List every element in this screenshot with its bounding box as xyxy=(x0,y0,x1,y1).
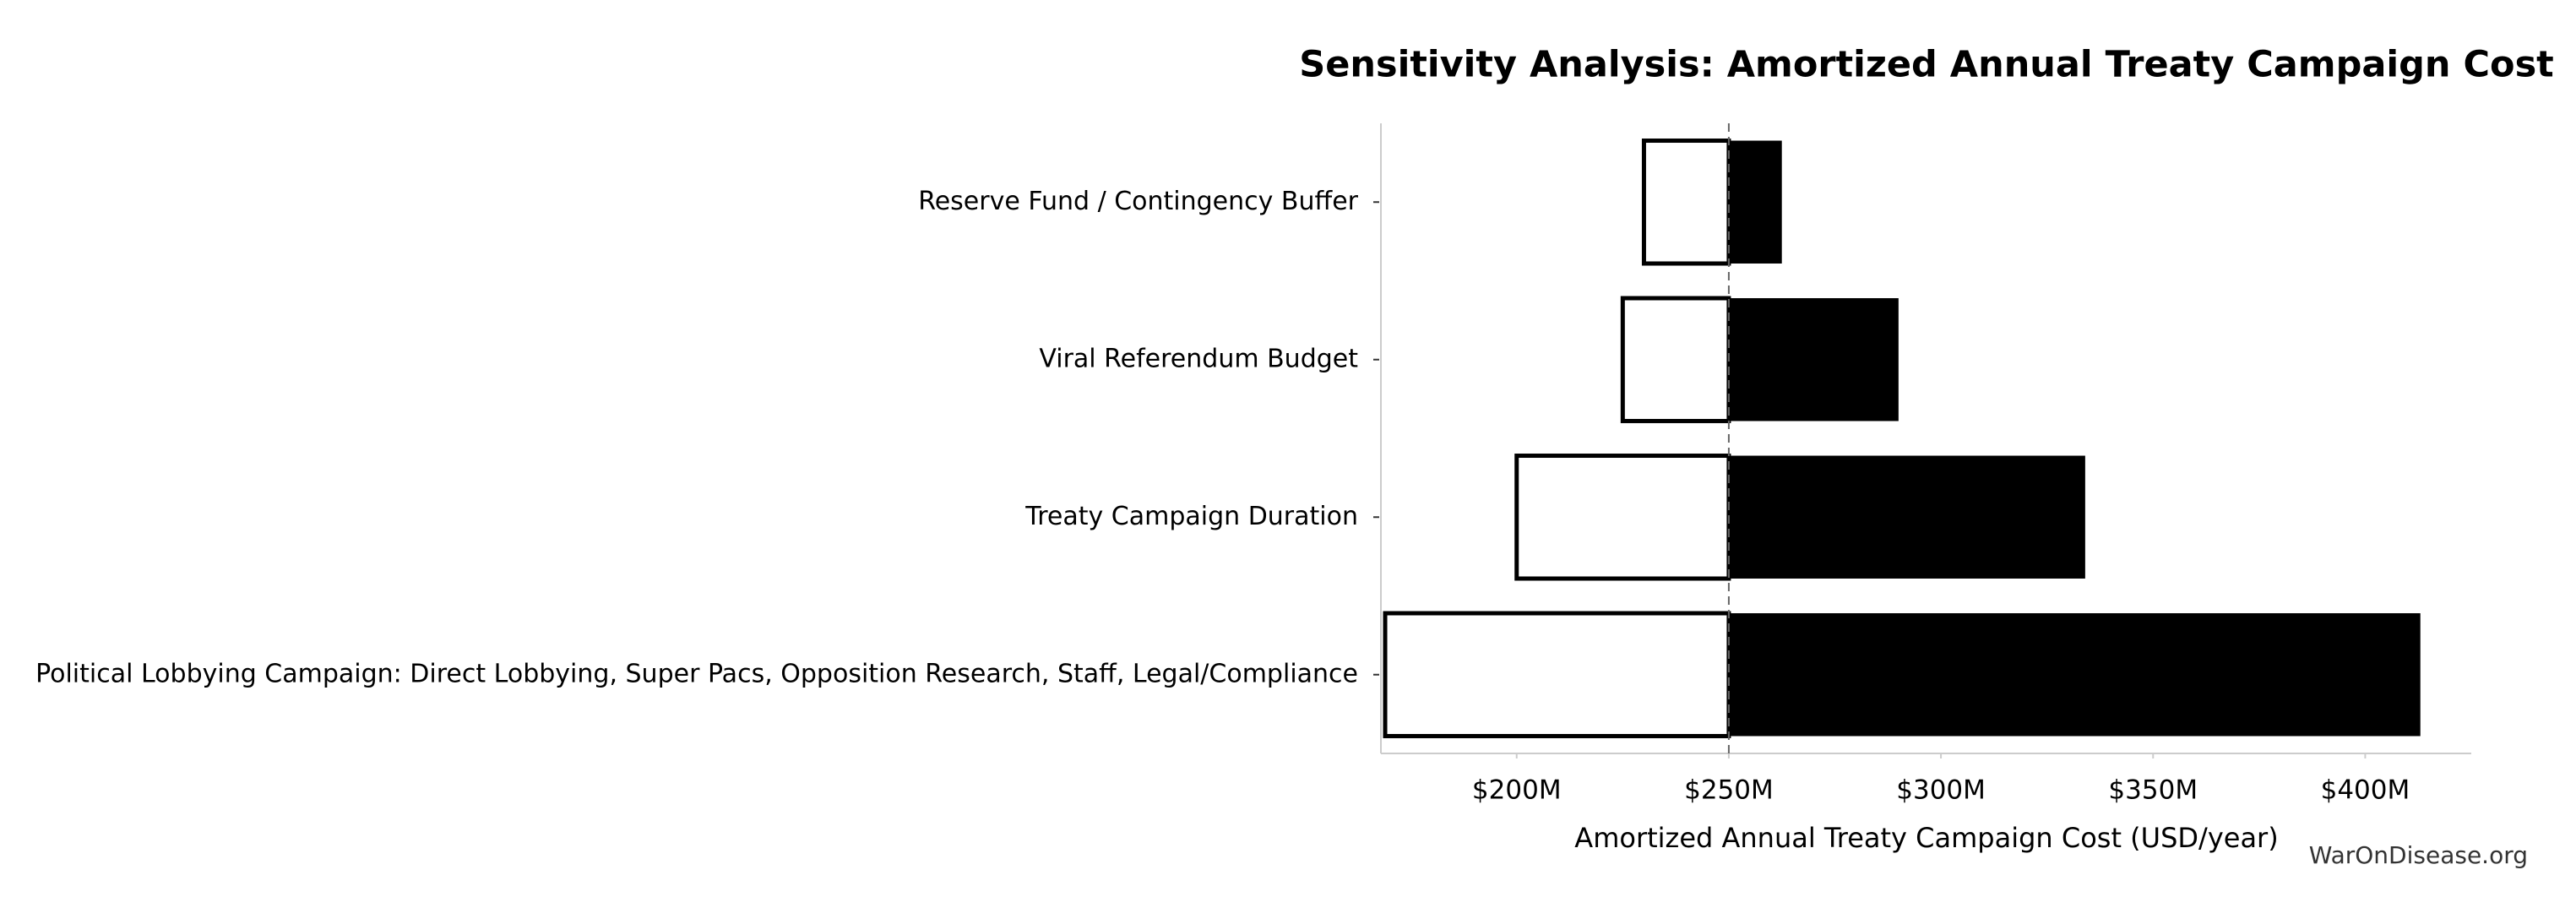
bar-low xyxy=(1620,296,1731,423)
watermark: WarOnDisease.org xyxy=(2309,841,2528,869)
bar-low xyxy=(1514,454,1731,581)
chart-title: Sensitivity Analysis: Amortized Annual T… xyxy=(1299,44,2553,86)
bar-low xyxy=(1383,611,1731,738)
x-axis-label: Amortized Annual Treaty Campaign Cost (U… xyxy=(1574,822,2278,854)
bar-high xyxy=(1728,140,1782,264)
y-tick-label: Viral Referendum Budget xyxy=(1039,344,1358,373)
x-tick-label: $300M xyxy=(1896,775,1986,806)
bar-high xyxy=(1728,455,2085,579)
bar-high xyxy=(1728,613,2421,737)
x-tick-label: $250M xyxy=(1684,775,1774,806)
y-tick-label: Treaty Campaign Duration xyxy=(1024,502,1358,531)
bar-high xyxy=(1728,298,1899,421)
x-tick-label: $400M xyxy=(2321,775,2410,806)
x-tick-label: $200M xyxy=(1472,775,1562,806)
bar-low xyxy=(1641,139,1731,266)
x-tick-label: $350M xyxy=(2108,775,2198,806)
y-tick-label: Reserve Fund / Contingency Buffer xyxy=(918,187,1358,216)
y-tick-label: Political Lobbying Campaign: Direct Lobb… xyxy=(35,659,1358,688)
